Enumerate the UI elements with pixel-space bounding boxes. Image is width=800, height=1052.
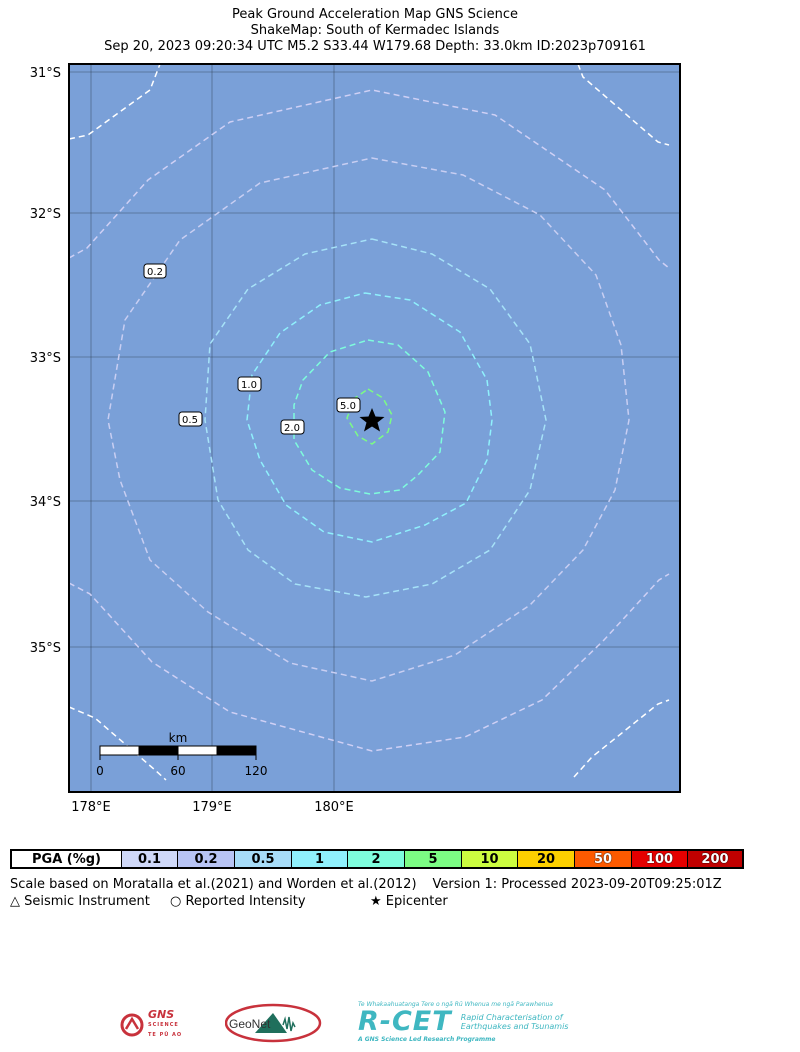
gns-sub: SCIENCE [148,1022,179,1028]
contour-0.2-north [68,89,670,269]
contour-5.0 [293,339,446,495]
contour-1.0 [204,238,547,598]
gns-name: GNS [148,1008,175,1021]
star-icon [359,408,385,432]
gns-science-logo: GNS SCIENCE TE PŪ AO [120,1008,183,1040]
lat-label-33: 33°S [30,351,61,366]
lon-label-179: 179°E [192,800,232,815]
legend-bin-100: 100 [631,851,687,867]
key-reported-intensity: ○ Reported Intensity [170,894,306,909]
rcet-maori-tagline: Te Whakaahuatanga Tere o ngā Rū Whenua m… [358,1001,553,1008]
rcet-name: R-CET [358,1006,452,1037]
contour-label-0.5: 0.5 [178,411,203,427]
geonet-name: GeoNet [229,1017,271,1031]
rcet-tagline-1: Rapid Characterisation of [460,1013,563,1022]
rcet-programme: A GNS Science Led Research Programme [358,1036,496,1043]
legend-bin-200: 200 [687,851,742,867]
version-note: Version 1: Processed 2023-09-20T09:25:01… [432,877,722,892]
legend-bin-20: 20 [517,851,574,867]
map-title: Peak Ground Acceleration Map GNS Science… [0,7,750,55]
graticule [69,64,680,792]
footer-logos: GNS SCIENCE TE PŪ AO GeoNet Te Whakaahua… [0,995,800,1050]
title-line-2: ShakeMap: South of Kermadec Islands [250,23,500,38]
svg-text:0.2: 0.2 [147,267,163,278]
shakemap-figure: 0.2 1.0 0.5 2.0 5.0 km 0 60 120 [30,63,681,815]
legend-bin-0.1: 0.1 [121,851,177,867]
gns-maori: TE PŪ AO [148,1032,183,1038]
symbol-key: △ Seismic Instrument ○ Reported Intensit… [10,894,610,912]
scale-reference: Scale based on Moratalla et al.(2021) an… [10,877,417,892]
lon-axis-labels: 178°E 179°E 180°E [71,800,354,815]
pga-legend: PGA (%g) 0.1 0.2 0.5 1 2 5 10 20 50 100 … [10,849,744,869]
key-epicenter: ★ Epicenter [370,894,448,909]
contour-0.2-south [68,573,670,752]
gns-emblem-icon [120,1013,144,1037]
lat-axis-labels: 31°S 32°S 33°S 34°S 35°S [30,66,61,656]
rcet-logo: Te Whakaahuatanga Tere o ngā Rū Whenua m… [358,1001,568,1043]
svg-text:5.0: 5.0 [340,401,356,412]
scale-tick-120: 120 [245,764,268,778]
pga-contours [68,63,670,781]
legend-bin-2: 2 [347,851,404,867]
contour-0.5 [107,157,630,682]
contour-label-2.0: 2.0 [280,419,305,435]
svg-text:2.0: 2.0 [284,423,300,434]
legend-header: PGA (%g) [12,851,121,867]
lon-label-180: 180°E [314,800,354,815]
geonet-logo: GeoNet [224,1003,325,1047]
title-line-1: Peak Ground Acceleration Map GNS Science [231,7,518,22]
key-seismic-instrument: △ Seismic Instrument [10,894,150,909]
title-line-3: Sep 20, 2023 09:20:34 UTC M5.2 S33.44 W1… [104,39,646,54]
svg-text:0.5: 0.5 [182,415,198,426]
scale-tick-60: 60 [170,764,185,778]
legend-bin-0.5: 0.5 [234,851,291,867]
contour-0.1-sw [68,706,167,781]
legend-bin-0.2: 0.2 [177,851,234,867]
scale-bar-unit: km [169,731,188,745]
lon-label-178: 178°E [71,800,111,815]
contour-2.0 [246,292,493,543]
legend-bin-10: 10 [461,851,517,867]
scale-tick-0: 0 [96,764,104,778]
contour-label-1.0: 1.0 [237,376,262,392]
contour-labels: 0.2 1.0 0.5 2.0 5.0 [143,263,361,435]
geonet-emblem-icon: GeoNet [224,1003,322,1043]
map-frame [68,63,681,793]
legend-bin-50: 50 [574,851,631,867]
contour-0.1-ne [577,63,670,146]
scale-footnote: Scale based on Moratalla et al.(2021) an… [10,877,722,892]
contour-0.1-se [573,699,670,778]
lat-label-35: 35°S [30,641,61,656]
scale-bar: km 0 60 120 [96,731,267,778]
lat-label-34: 34°S [30,495,61,510]
legend-bin-1: 1 [291,851,347,867]
legend-bin-5: 5 [404,851,461,867]
lat-label-31: 31°S [30,66,61,81]
contour-label-5.0: 5.0 [336,397,361,413]
svg-text:1.0: 1.0 [241,380,257,391]
contour-label-0.2: 0.2 [143,263,167,279]
rcet-tagline-2: Earthquakes and Tsunamis [460,1022,569,1031]
lat-label-32: 32°S [30,207,61,222]
